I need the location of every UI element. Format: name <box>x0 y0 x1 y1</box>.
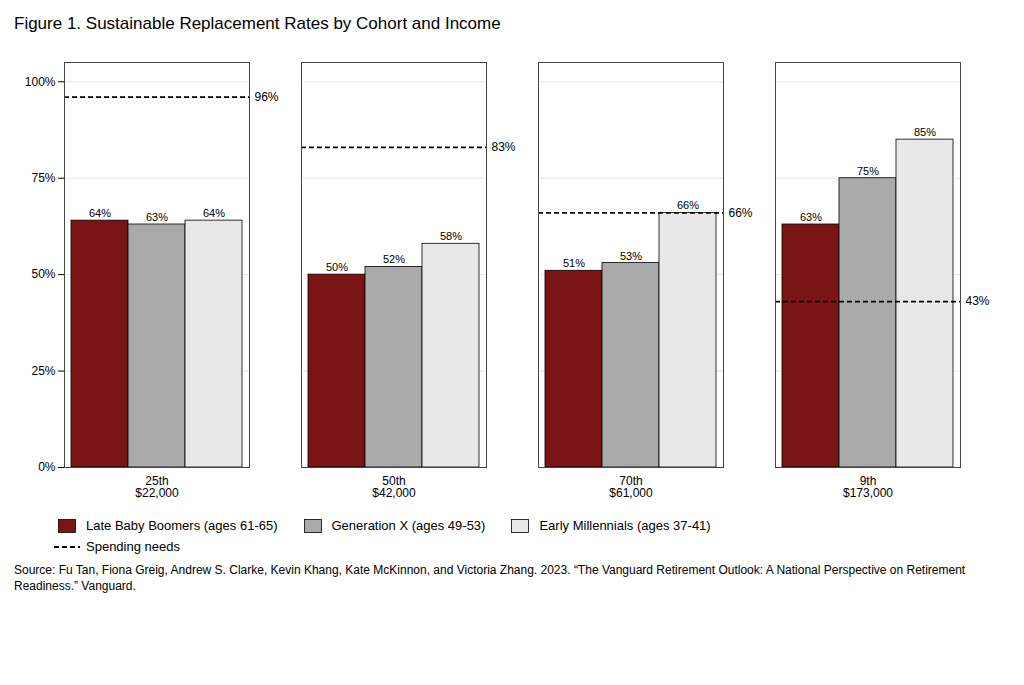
svg-text:83%: 83% <box>492 140 516 154</box>
svg-text:51%: 51% <box>563 257 585 269</box>
svg-text:63%: 63% <box>146 211 168 223</box>
svg-text:25%: 25% <box>31 364 55 378</box>
svg-text:85%: 85% <box>914 126 936 138</box>
html-text:Spending needs: Spending needs <box>86 539 180 554</box>
svg-text:96%: 96% <box>255 90 279 104</box>
svg-text:66%: 66% <box>729 206 753 220</box>
html-text:Early Millennials (ages 37-41): Early Millennials (ages 37-41) <box>539 518 711 533</box>
svg-text:43%: 43% <box>966 294 990 308</box>
html-text:Figure 1. Sustainable Replacem: Figure 1. Sustainable Replacement Rates … <box>14 14 501 33</box>
svg-text:66%: 66% <box>677 199 699 211</box>
html-text:Source: Fu Tan, Fiona Greig, A: Source: Fu Tan, Fiona Greig, Andrew S. C… <box>14 563 966 594</box>
html-text:Generation X (ages 49-53): Generation X (ages 49-53) <box>331 518 486 533</box>
svg-text:50th$42,000: 50th$42,000 <box>372 474 416 500</box>
svg-text:0%: 0% <box>38 460 56 474</box>
svg-text:63%: 63% <box>800 211 822 223</box>
svg-text:50%: 50% <box>326 261 348 273</box>
svg-text:58%: 58% <box>440 230 462 242</box>
html-text:Late Baby Boomers (ages 61-65): Late Baby Boomers (ages 61-65) <box>86 518 278 533</box>
svg-text:64%: 64% <box>203 207 225 219</box>
svg-text:50%: 50% <box>31 267 55 281</box>
svg-text:52%: 52% <box>383 253 405 265</box>
svg-text:25th$22,000: 25th$22,000 <box>135 474 179 500</box>
svg-text:64%: 64% <box>89 207 111 219</box>
svg-text:75%: 75% <box>31 171 55 185</box>
svg-text:53%: 53% <box>620 250 642 262</box>
svg-text:75%: 75% <box>857 165 879 177</box>
svg-text:9th$173,000: 9th$173,000 <box>843 474 893 500</box>
svg-text:100%: 100% <box>25 75 56 89</box>
svg-text:70th$61,000: 70th$61,000 <box>609 474 653 500</box>
